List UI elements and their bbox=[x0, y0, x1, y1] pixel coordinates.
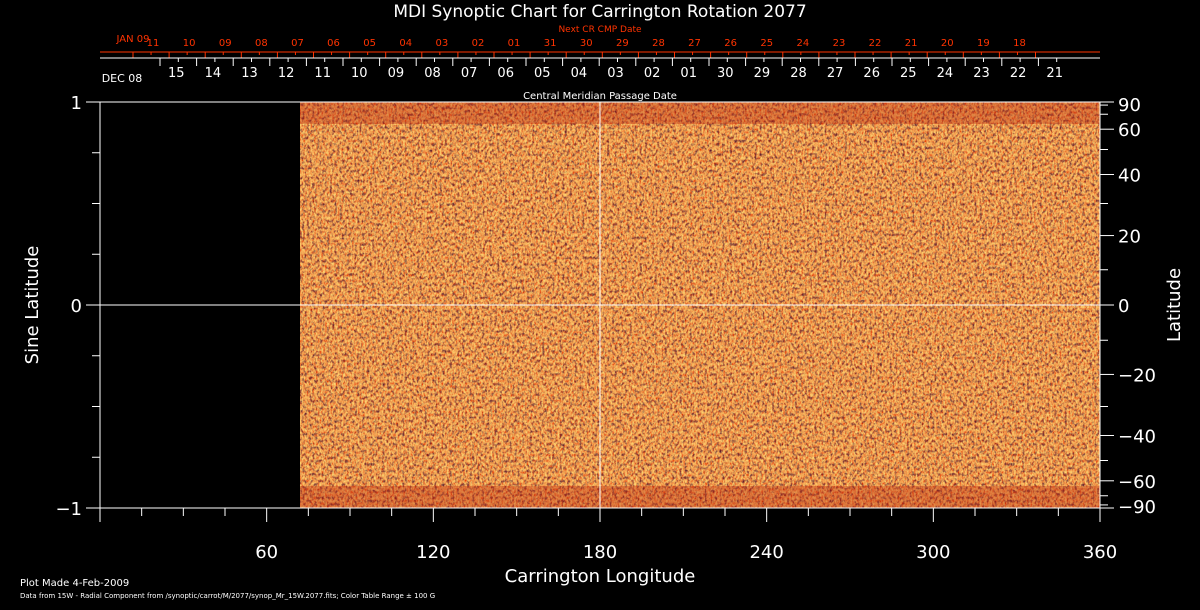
top-date-label: 20 bbox=[941, 38, 954, 49]
cmp-date-label: 28 bbox=[790, 66, 807, 81]
top-date-label: 06 bbox=[327, 38, 340, 49]
y-right-tick-label: 20 bbox=[1118, 227, 1141, 248]
top-date-label: 08 bbox=[255, 38, 268, 49]
cmp-date-label: 01 bbox=[680, 66, 697, 81]
cmp-date-label: 09 bbox=[388, 66, 405, 81]
cmp-date-label: 11 bbox=[314, 66, 331, 81]
y-left-tick-label: 1 bbox=[71, 93, 82, 114]
cmp-date-label: 24 bbox=[937, 66, 954, 81]
top-date-label: 29 bbox=[616, 38, 629, 49]
top-date-label: 27 bbox=[688, 38, 701, 49]
top-axis-label: Next CR CMP Date bbox=[558, 25, 642, 35]
top-date-label: 09 bbox=[219, 38, 232, 49]
y-right-tick-label: −40 bbox=[1118, 426, 1156, 447]
cmp-date-label: 04 bbox=[571, 66, 588, 81]
cmp-date-label: 06 bbox=[497, 66, 514, 81]
cmp-date-label: 25 bbox=[900, 66, 917, 81]
bottom-axis-start-label: DEC 08 bbox=[102, 72, 143, 85]
cmp-date-label: 07 bbox=[461, 66, 478, 81]
y-left-tick-label: 0 bbox=[71, 296, 82, 317]
top-date-label: 04 bbox=[399, 38, 412, 49]
y-right-tick-label: 40 bbox=[1118, 166, 1141, 187]
top-axis-start-label: JAN 09 bbox=[116, 34, 150, 45]
top-date-label: 23 bbox=[833, 38, 846, 49]
x-tick-label: 240 bbox=[749, 542, 783, 563]
top-date-label: 30 bbox=[580, 38, 593, 49]
y-right-axis: 90 60 40 20 0 −20 −40 −60 −90 bbox=[1100, 95, 1156, 518]
top-date-label: 07 bbox=[291, 38, 304, 49]
top-date-label: 02 bbox=[472, 38, 485, 49]
y-right-tick-label: −60 bbox=[1118, 472, 1156, 493]
cmp-date-label: 03 bbox=[607, 66, 624, 81]
top-date-label: 03 bbox=[435, 38, 448, 49]
y-left-tick-label: −1 bbox=[55, 499, 82, 520]
cmp-date-label: 27 bbox=[827, 66, 844, 81]
cmp-date-label: 05 bbox=[534, 66, 551, 81]
polar-band-south bbox=[300, 486, 1100, 508]
top-date-label: 10 bbox=[183, 38, 196, 49]
cmp-date-label: 02 bbox=[644, 66, 661, 81]
cmp-date-label: 10 bbox=[351, 66, 368, 81]
cmp-date-label: 26 bbox=[863, 66, 880, 81]
cmp-date-label: 22 bbox=[1010, 66, 1027, 81]
top-date-label: 26 bbox=[724, 38, 737, 49]
cmp-date-label: 29 bbox=[754, 66, 771, 81]
x-tick-label: 180 bbox=[583, 542, 617, 563]
x-tick-label: 60 bbox=[255, 542, 278, 563]
top-date-label: 01 bbox=[508, 38, 521, 49]
y-left-axis: 1 0 −1 bbox=[55, 93, 100, 520]
top-date-label: 24 bbox=[796, 38, 809, 49]
x-axis: 60 120 180 240 300 360 bbox=[99, 508, 1117, 563]
top-date-label: 31 bbox=[544, 38, 557, 49]
cmp-date-label: 13 bbox=[241, 66, 258, 81]
y-right-axis-label: Latitude bbox=[1164, 268, 1185, 342]
polar-band-north bbox=[300, 102, 1100, 124]
x-tick-label: 300 bbox=[916, 542, 950, 563]
cmp-date-label: 15 bbox=[168, 66, 185, 81]
x-tick-label: 360 bbox=[1083, 542, 1117, 563]
cmp-date-label: 21 bbox=[1046, 66, 1063, 81]
cmp-date-label: 08 bbox=[424, 66, 441, 81]
y-right-tick-label: −90 bbox=[1118, 497, 1156, 518]
data-source-note: Data from 15W - Radial Component from /s… bbox=[20, 592, 436, 600]
top-date-label: 22 bbox=[869, 38, 882, 49]
cmp-date-label: 23 bbox=[973, 66, 990, 81]
y-right-tick-label: 60 bbox=[1118, 120, 1141, 141]
top-date-label: 05 bbox=[363, 38, 376, 49]
top-date-label: 19 bbox=[977, 38, 990, 49]
y-right-tick-label: −20 bbox=[1118, 365, 1156, 386]
x-axis-label: Carrington Longitude bbox=[505, 566, 696, 587]
top-date-label: 21 bbox=[905, 38, 918, 49]
cmp-date-label: 30 bbox=[717, 66, 734, 81]
plot-area bbox=[99, 101, 1101, 509]
plot-made-note: Plot Made 4-Feb-2009 bbox=[20, 578, 130, 589]
top-date-label: 11 bbox=[147, 38, 160, 49]
cmp-date-label: 14 bbox=[205, 66, 222, 81]
top-date-label: 18 bbox=[1013, 38, 1026, 49]
top-date-axis: 11 10 09 08 07 06 05 04 03 02 01 31 30 29 28 27 26 25 24 23… bbox=[100, 38, 1100, 58]
y-right-tick-label: 90 bbox=[1118, 95, 1141, 116]
top-date-label: 25 bbox=[760, 38, 773, 49]
cmp-date-label: 12 bbox=[278, 66, 295, 81]
y-left-axis-label: Sine Latitude bbox=[22, 246, 43, 365]
y-right-tick-label: 0 bbox=[1118, 296, 1129, 317]
x-tick-label: 120 bbox=[416, 542, 450, 563]
top-date-label: 28 bbox=[652, 38, 665, 49]
chart-title: MDI Synoptic Chart for Carrington Rotati… bbox=[393, 2, 806, 22]
cmp-date-axis: 15 14 13 12 11 10 09 08 07 06 05 04 03 02 01 30 29 28 27 26… bbox=[100, 57, 1100, 81]
bottom-axis-label: Central Meridian Passage Date bbox=[523, 91, 677, 102]
